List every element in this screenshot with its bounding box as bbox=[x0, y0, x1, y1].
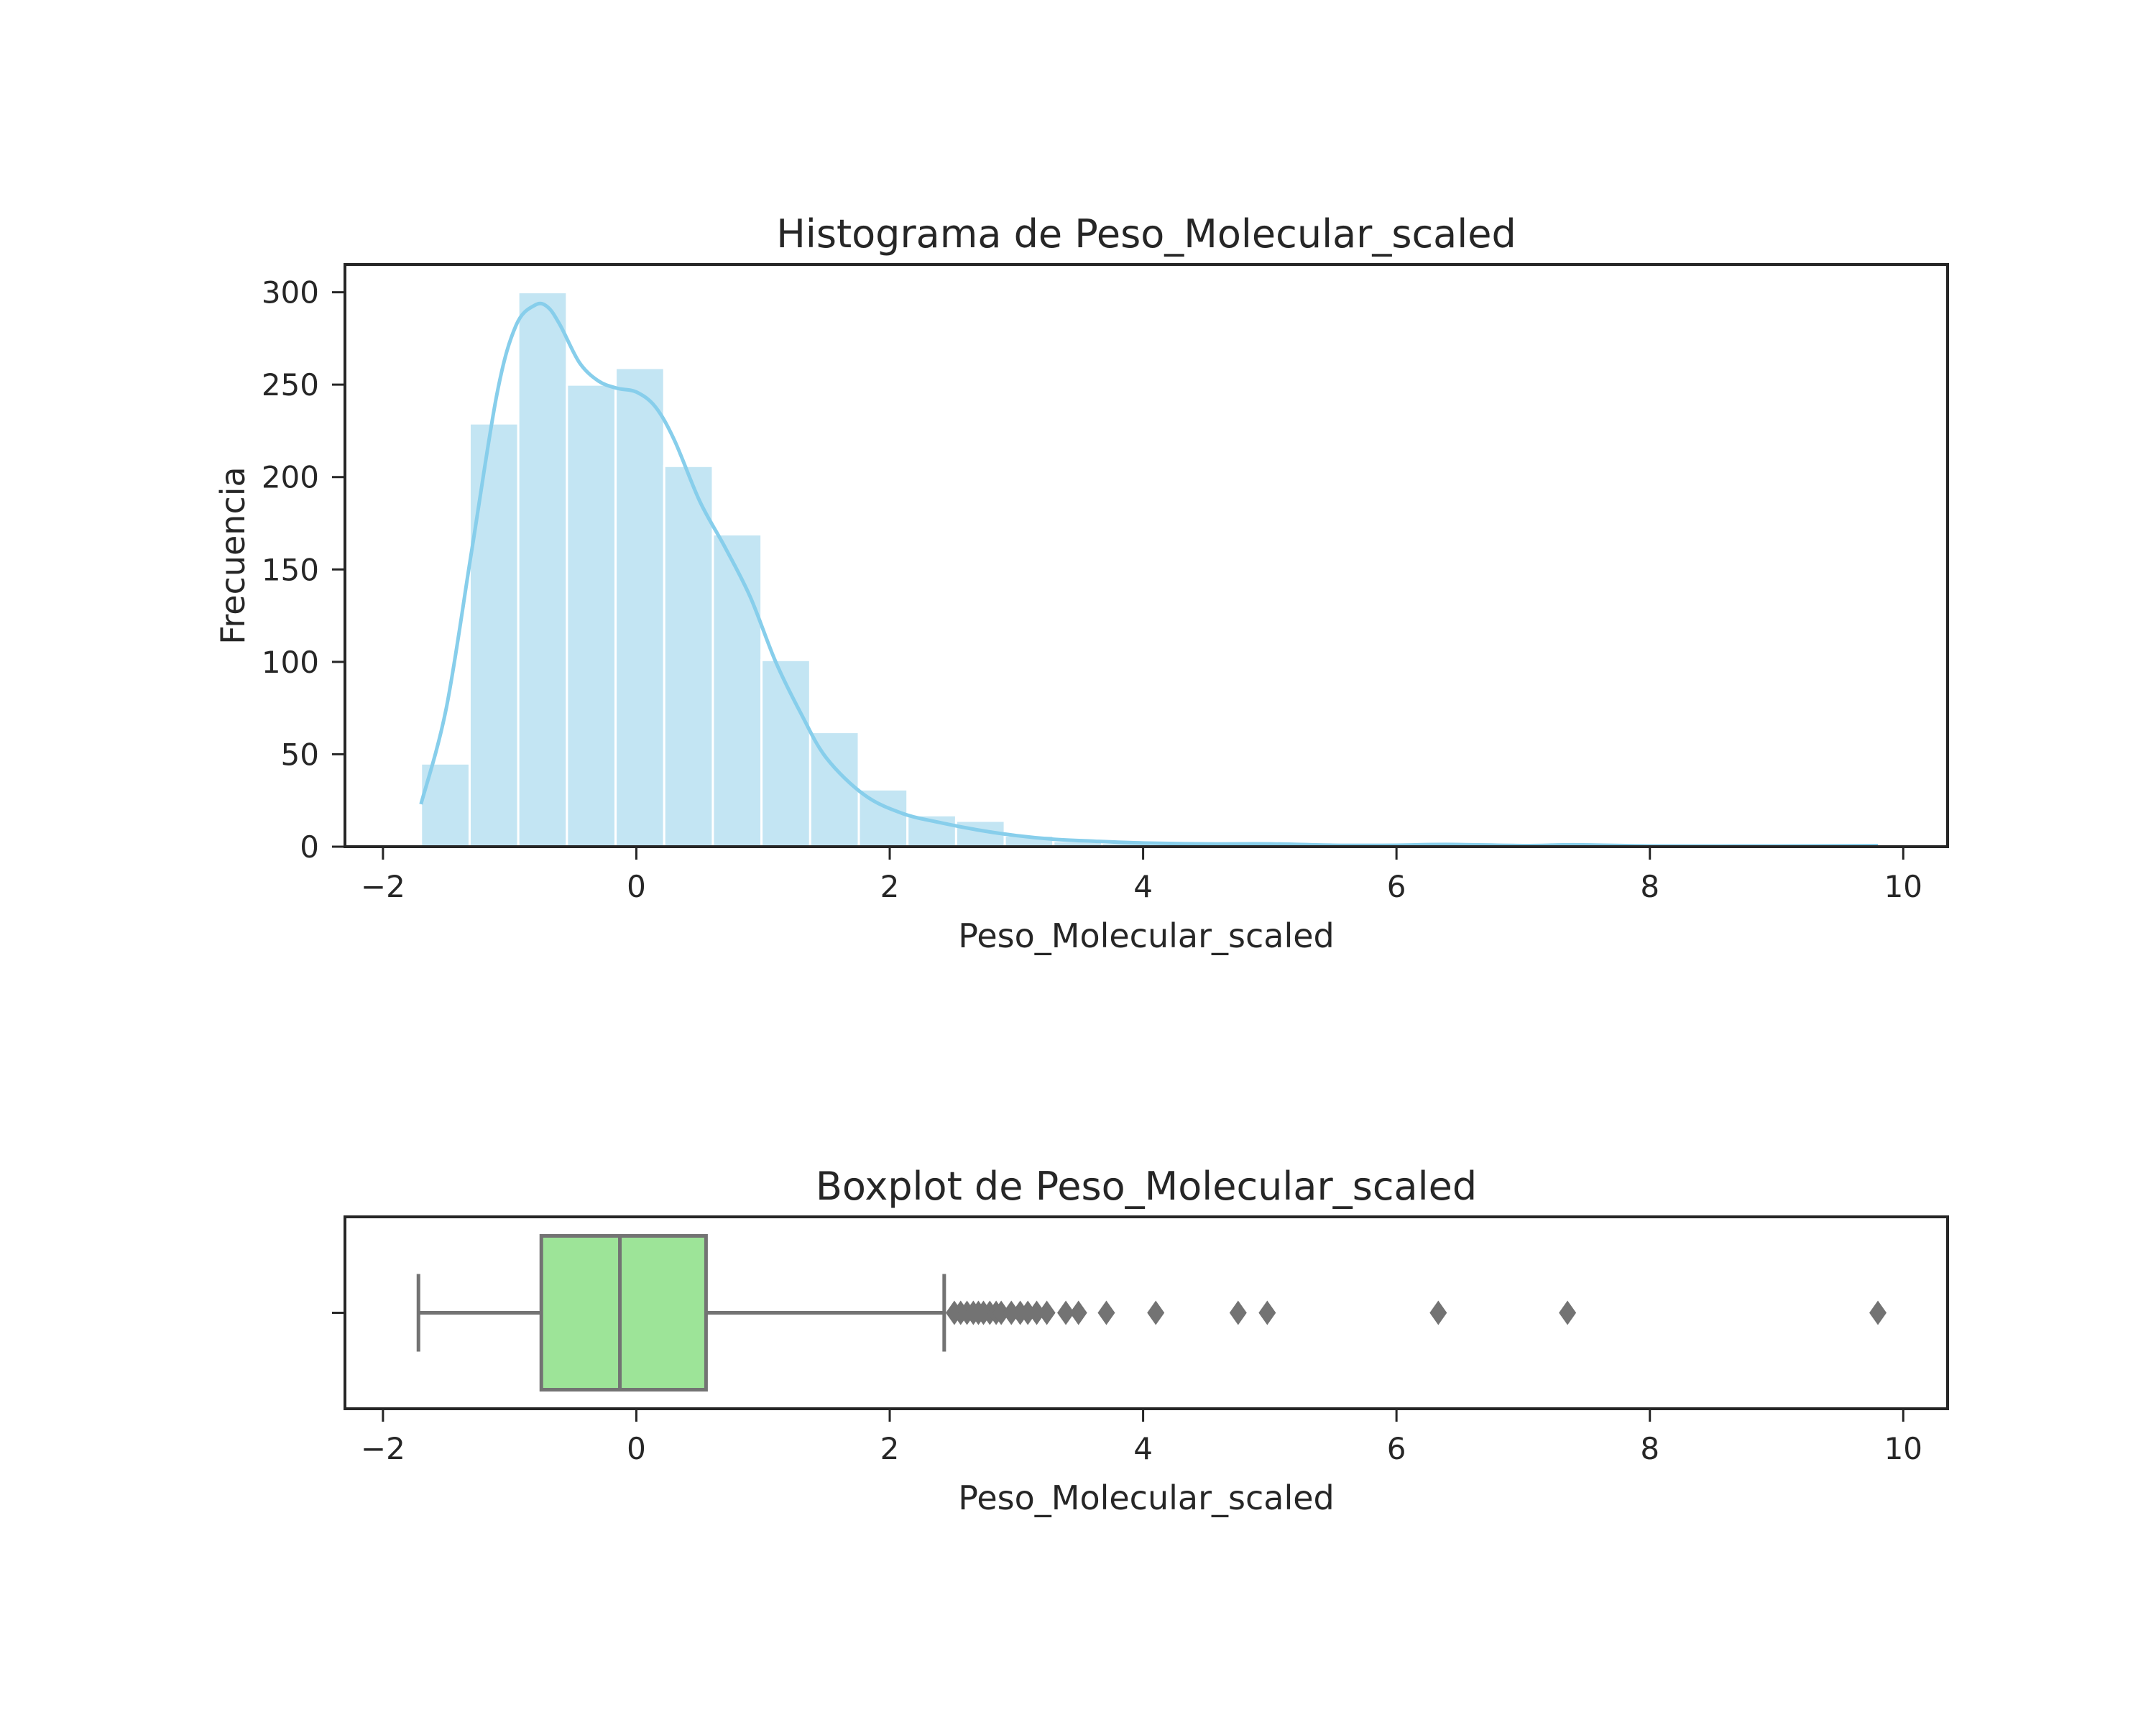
histogram-bar bbox=[614, 367, 665, 848]
histogram-bar bbox=[663, 464, 714, 848]
x-tick-label: 4 bbox=[1133, 1431, 1153, 1466]
histogram-bars bbox=[420, 291, 1882, 848]
histogram-x-ticks: −2 0 2 4 6 8 10 bbox=[361, 847, 1922, 904]
x-tick-label: 8 bbox=[1640, 1431, 1659, 1466]
histogram-bar bbox=[711, 533, 763, 848]
x-tick-label: 0 bbox=[627, 1431, 646, 1466]
histogram-bar bbox=[566, 383, 617, 848]
outlier-point bbox=[1229, 1300, 1247, 1325]
boxplot-x-ticks: −2 0 2 4 6 8 10 bbox=[361, 1409, 1922, 1466]
outlier-point bbox=[1069, 1300, 1087, 1325]
y-tick-label: 200 bbox=[262, 460, 319, 495]
x-tick-label: 0 bbox=[627, 869, 646, 904]
x-tick-label: 6 bbox=[1387, 869, 1406, 904]
outlier-point bbox=[1559, 1300, 1577, 1325]
x-tick-label: 10 bbox=[1884, 869, 1922, 904]
x-tick-label: 10 bbox=[1884, 1431, 1922, 1466]
outlier-point bbox=[1429, 1300, 1447, 1325]
x-tick-label: 6 bbox=[1387, 1431, 1406, 1466]
y-tick-label: 50 bbox=[281, 737, 319, 772]
y-tick-label: 150 bbox=[262, 552, 319, 587]
outlier-point bbox=[1057, 1300, 1075, 1325]
outlier-point bbox=[1028, 1300, 1046, 1325]
x-tick-label: 2 bbox=[880, 869, 900, 904]
y-tick-label: 300 bbox=[262, 275, 319, 310]
y-tick-label: 250 bbox=[262, 367, 319, 402]
histogram-x-axis-label: Peso_Molecular_scaled bbox=[958, 916, 1334, 955]
histogram-bar bbox=[517, 291, 568, 848]
histogram-frame bbox=[344, 263, 1949, 848]
boxplot-x-axis-label: Peso_Molecular_scaled bbox=[958, 1478, 1334, 1517]
outlier-point bbox=[1038, 1300, 1056, 1325]
outlier-point bbox=[1003, 1300, 1021, 1325]
histogram-y-axis-label: Frecuencia bbox=[213, 466, 252, 644]
outlier-point bbox=[1869, 1300, 1887, 1325]
boxplot-title: Boxplot de Peso_Molecular_scaled bbox=[816, 1164, 1477, 1209]
histogram-bar bbox=[808, 731, 860, 848]
x-tick-label: −2 bbox=[361, 869, 405, 904]
y-tick-label: 100 bbox=[262, 645, 319, 680]
kde-curve bbox=[419, 301, 1879, 848]
outlier-point bbox=[1019, 1300, 1037, 1325]
histogram-axes: Histograma de Peso_Molecular_scaled −2 0 2… bbox=[213, 211, 1949, 955]
outlier-point bbox=[1258, 1300, 1276, 1325]
histogram-y-ticks: 0 50 100 150 200 250 300 bbox=[262, 275, 345, 865]
outlier-point bbox=[1097, 1300, 1115, 1325]
x-tick-label: 8 bbox=[1640, 869, 1659, 904]
histogram-title: Histograma de Peso_Molecular_scaled bbox=[776, 211, 1516, 257]
x-tick-label: −2 bbox=[361, 1431, 405, 1466]
y-tick-label: 0 bbox=[300, 829, 319, 865]
outlier-point bbox=[992, 1300, 1010, 1325]
outlier-point bbox=[1147, 1300, 1165, 1325]
histogram-bar bbox=[468, 422, 520, 848]
boxplot-outliers bbox=[945, 1300, 1887, 1325]
x-tick-label: 2 bbox=[880, 1431, 900, 1466]
iqr-box bbox=[539, 1234, 708, 1392]
boxplot-marks bbox=[416, 1234, 946, 1392]
boxplot-axes: Boxplot de Peso_Molecular_scaled −2 0 2 4 6 8… bbox=[332, 1164, 1949, 1517]
x-tick-label: 4 bbox=[1133, 869, 1153, 904]
histogram-bar bbox=[760, 658, 811, 848]
